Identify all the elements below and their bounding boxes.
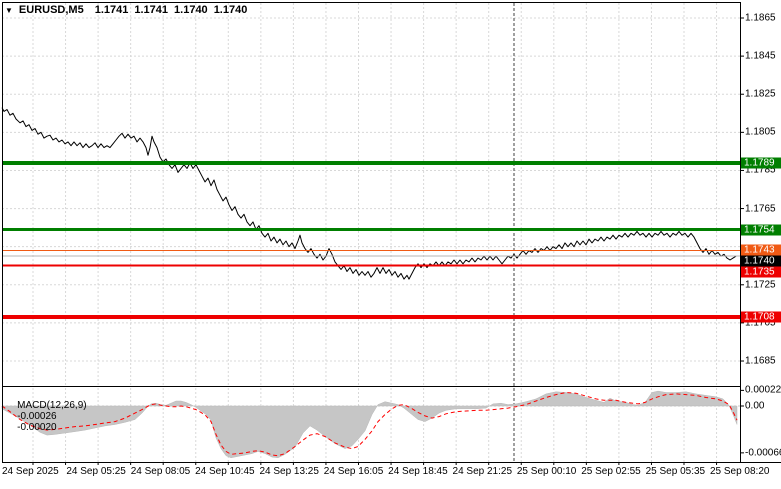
macd-signal-line bbox=[1, 391, 738, 457]
price-badge: 1.1735 bbox=[741, 266, 781, 278]
macd-title: MACD(12,26,9) bbox=[17, 400, 87, 411]
ohlc-low: 1.1740 bbox=[174, 4, 208, 16]
time-label: 24 Sep 16:05 bbox=[323, 466, 384, 477]
price-axis-label: 1.1785 bbox=[745, 164, 776, 176]
price-axis-label: 1.1805 bbox=[745, 126, 776, 138]
time-label: 24 Sep 2025 bbox=[2, 466, 59, 477]
time-label: 24 Sep 05:25 bbox=[66, 466, 126, 477]
ohlc-close: 1.1740 bbox=[213, 4, 248, 16]
price-axis-label: 1.1865 bbox=[745, 12, 776, 24]
time-label: 24 Sep 21:25 bbox=[452, 466, 513, 477]
price-badge: 1.1708 bbox=[741, 311, 781, 323]
macd-histogram bbox=[1, 390, 738, 459]
price-line bbox=[1, 107, 737, 280]
macd-axis-label: 0.00022 bbox=[745, 384, 781, 396]
macd-indicator-label: MACD(12,26,9) -0.00026 -0.00020 bbox=[6, 389, 92, 444]
price-badge: 1.1740 bbox=[741, 255, 781, 267]
symbol-dropdown-icon[interactable]: ▼ bbox=[5, 5, 13, 15]
price-badge: 1.1754 bbox=[741, 224, 781, 236]
ohlc-open: 1.1741 bbox=[94, 4, 129, 16]
price-badge: 1.1743 bbox=[741, 244, 781, 256]
price-axis-label: 1.1825 bbox=[745, 88, 776, 100]
ohlc-high: 1.1741 bbox=[134, 4, 169, 16]
price-axis-label: 1.1705 bbox=[745, 317, 776, 329]
time-label: 24 Sep 13:25 bbox=[259, 466, 319, 477]
price-badge: 1.1789 bbox=[741, 157, 781, 169]
time-label: 24 Sep 10:45 bbox=[195, 466, 255, 477]
time-label: 25 Sep 02:55 bbox=[581, 466, 641, 477]
macd-signal-value: -0.00020 bbox=[17, 422, 57, 433]
price-axis-label: 1.1845 bbox=[745, 50, 776, 62]
price-axis-label: 1.1725 bbox=[745, 279, 776, 291]
time-label: 25 Sep 05:35 bbox=[645, 466, 706, 477]
symbol-label: EURUSD,M5 bbox=[18, 4, 84, 16]
time-label: 24 Sep 18:45 bbox=[388, 466, 448, 477]
time-label: 24 Sep 08:05 bbox=[130, 466, 191, 477]
macd-axis-label: -0.00066 bbox=[745, 447, 781, 459]
time-label: 25 Sep 08:20 bbox=[709, 466, 770, 477]
macd-axis-label: 0.00 bbox=[745, 400, 765, 412]
time-label: 25 Sep 00:10 bbox=[516, 466, 577, 477]
chart-header: ▼ EURUSD,M5 1.1741 1.1741 1.1740 1.1740 bbox=[5, 4, 247, 16]
price-axis-label: 1.1685 bbox=[745, 355, 776, 367]
price-axis-label: 1.1765 bbox=[745, 203, 776, 215]
macd-value: -0.00026 bbox=[17, 411, 57, 422]
